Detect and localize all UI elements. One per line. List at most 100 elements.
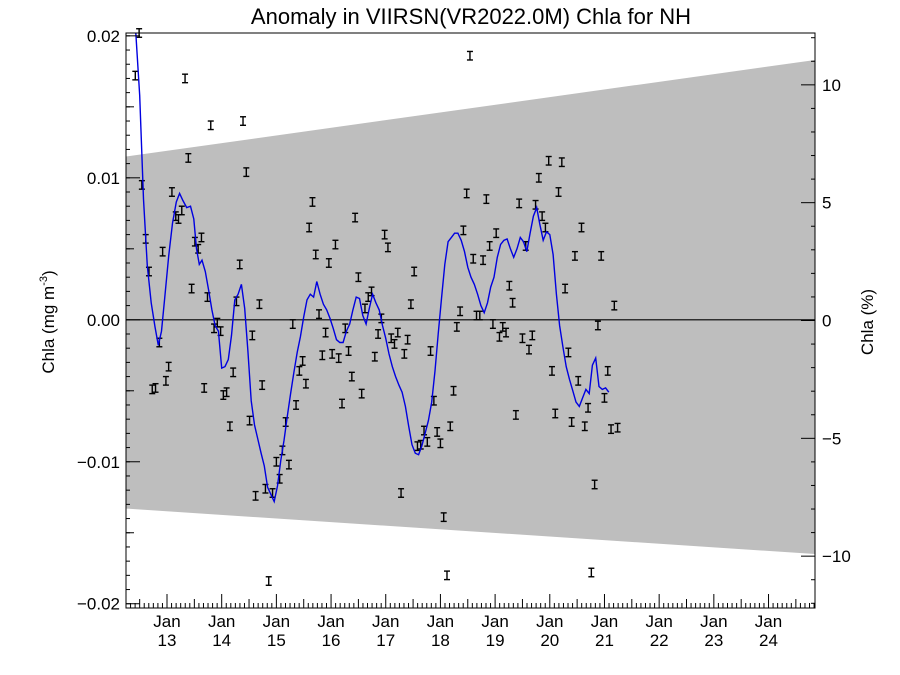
data-point — [437, 438, 444, 449]
data-point — [211, 323, 218, 334]
data-point — [185, 152, 192, 163]
data-point — [230, 367, 237, 378]
data-point — [565, 347, 572, 358]
x-tick-label-month: Jan — [153, 612, 180, 631]
x-tick-label-month: Jan — [372, 612, 399, 631]
data-point — [249, 330, 256, 341]
data-point — [375, 329, 382, 339]
data-point — [273, 456, 280, 467]
data-point — [306, 222, 313, 233]
data-point — [394, 327, 401, 338]
data-point — [539, 211, 546, 222]
data-point — [152, 382, 159, 393]
data-point — [348, 371, 355, 382]
data-point — [289, 319, 296, 330]
y-right-tick-label: 0 — [822, 312, 831, 331]
confidence-band — [126, 59, 815, 555]
data-point — [516, 198, 523, 209]
y-axis-left: −0.02 −0.01 0.00 0.01 0.02 — [77, 27, 140, 614]
data-point — [325, 258, 332, 268]
data-point — [585, 402, 592, 413]
data-point — [401, 348, 408, 359]
data-point — [434, 426, 441, 437]
y-right-tick-label: 5 — [822, 194, 831, 213]
data-point — [312, 249, 319, 260]
data-point — [285, 459, 292, 470]
data-point — [381, 229, 388, 240]
data-point — [223, 387, 230, 398]
data-point — [355, 272, 362, 283]
data-point — [594, 320, 601, 331]
data-point — [443, 570, 450, 581]
x-axis: Jan13Jan14Jan15Jan16Jan17Jan18Jan19Jan20… — [125, 594, 815, 650]
data-point — [483, 194, 490, 205]
y-left-tick-label: 0.01 — [87, 169, 120, 188]
data-point — [568, 417, 575, 427]
data-point — [591, 479, 598, 490]
x-tick-label-month: Jan — [208, 612, 235, 631]
data-point — [220, 390, 227, 400]
y-left-tick-label: −0.01 — [77, 453, 120, 472]
y-axis-left-label-sup: -3 — [38, 276, 50, 286]
data-point — [162, 375, 169, 386]
x-tick-label-year: 13 — [158, 631, 177, 650]
data-point — [476, 310, 483, 321]
running-mean-line-layer — [135, 32, 610, 504]
data-point — [460, 225, 467, 236]
data-point — [440, 512, 447, 523]
confidence-band-layer — [126, 59, 815, 555]
data-point — [598, 250, 605, 261]
data-point — [558, 157, 565, 168]
data-point — [322, 327, 329, 338]
data-point — [427, 346, 434, 356]
data-point — [503, 327, 510, 338]
data-point — [457, 306, 464, 317]
data-point — [384, 242, 391, 253]
x-tick-label-month: Jan — [427, 612, 454, 631]
data-point — [407, 299, 414, 310]
data-point — [447, 421, 454, 432]
data-point — [316, 309, 323, 320]
data-point — [519, 333, 526, 344]
data-point — [165, 361, 172, 372]
x-tick-label-month: Jan — [700, 612, 727, 631]
data-point — [358, 388, 365, 399]
anomaly-points — [132, 28, 621, 586]
data-point — [293, 400, 300, 410]
data-point — [411, 266, 418, 277]
data-point — [493, 228, 500, 239]
data-point — [548, 365, 555, 376]
data-point — [555, 187, 562, 197]
y-axis-left-label-end: ) — [39, 270, 58, 276]
data-point — [614, 422, 621, 433]
data-point — [159, 246, 166, 257]
data-point — [198, 232, 205, 243]
data-point — [309, 196, 316, 207]
y-left-tick-label: 0.00 — [87, 311, 120, 330]
x-tick-label-year: 18 — [431, 631, 450, 650]
data-point — [526, 344, 533, 355]
data-point — [329, 348, 336, 359]
data-point — [243, 167, 250, 178]
data-point — [388, 333, 395, 344]
data-point — [470, 253, 477, 264]
x-tick-label-month: Jan — [536, 612, 563, 631]
data-point — [489, 319, 496, 330]
y-axis-left-label-base: Chla (mg m — [39, 286, 58, 374]
data-point — [236, 259, 243, 270]
data-point — [132, 70, 139, 81]
data-point — [588, 567, 595, 578]
data-point — [246, 415, 253, 426]
data-point — [578, 222, 585, 233]
y-right-tick-label: −5 — [822, 429, 841, 448]
data-point — [138, 179, 145, 190]
data-point — [352, 212, 359, 223]
data-point — [463, 188, 470, 199]
data-point — [226, 421, 233, 432]
x-tick-label-year: 21 — [595, 631, 614, 650]
data-point — [506, 280, 513, 291]
data-point — [240, 116, 247, 126]
data-point — [149, 384, 156, 395]
x-tick-label-year: 14 — [212, 631, 231, 650]
data-point — [509, 297, 516, 308]
